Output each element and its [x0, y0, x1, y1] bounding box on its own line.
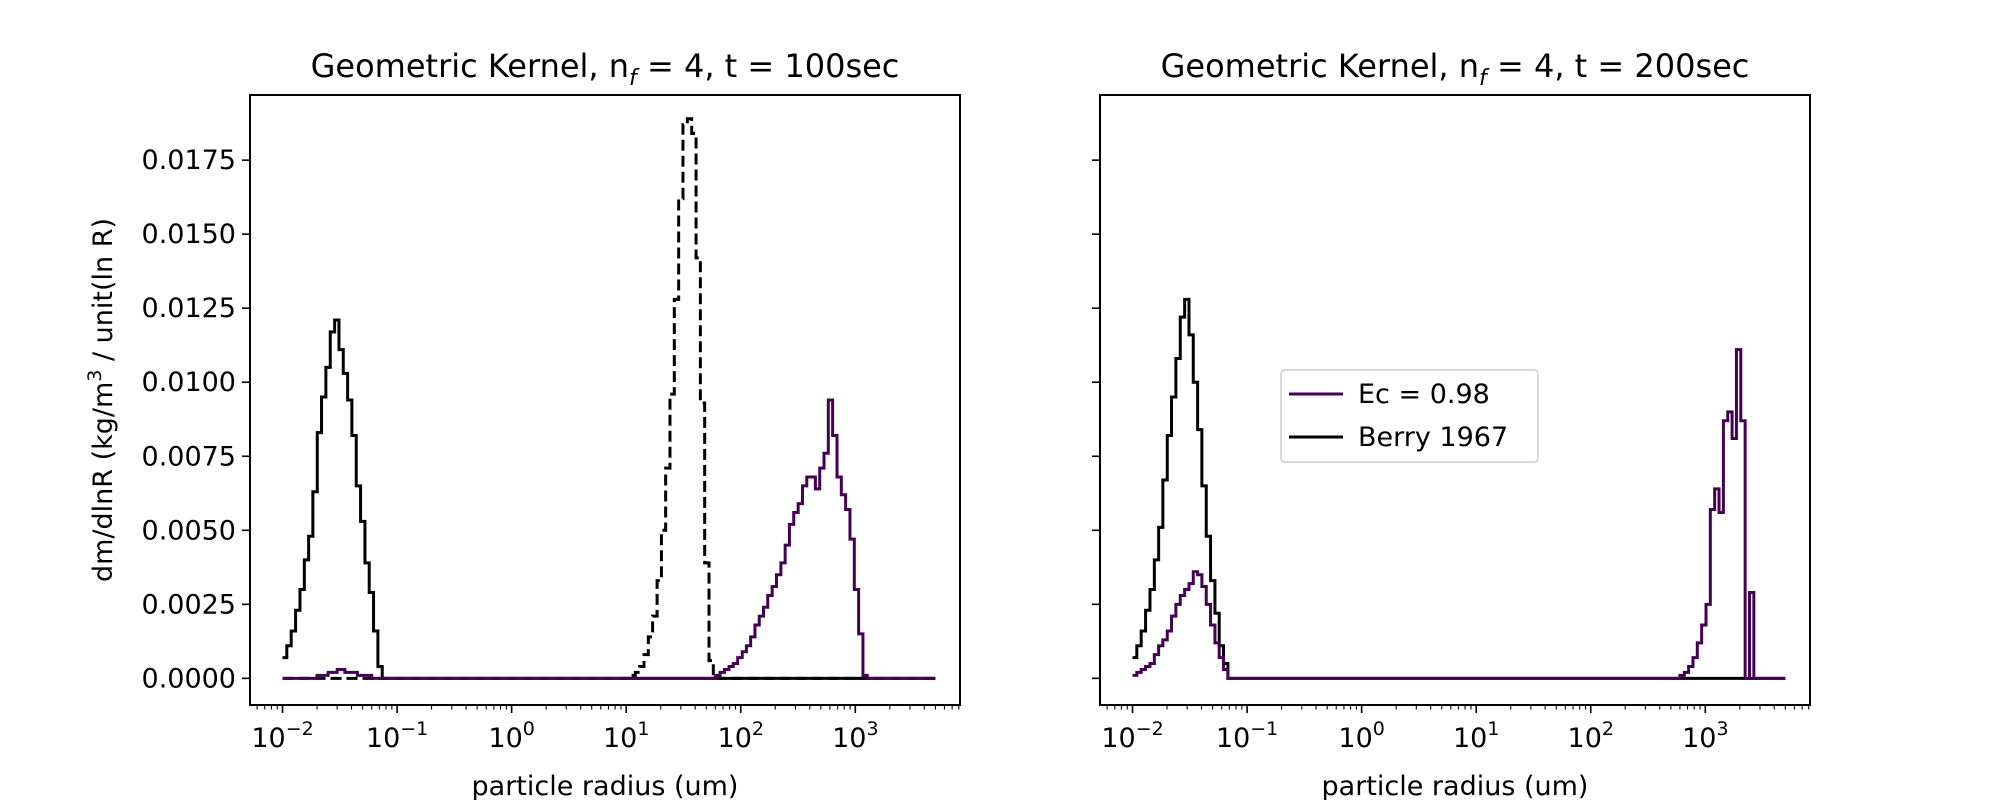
- series-2-line: [282, 398, 936, 680]
- x-tick-label: 100: [488, 718, 534, 754]
- y-axis-label: dm/dlnR (kg/m3 / unit(ln R): [84, 218, 119, 582]
- x-axis-label: particle radius (um): [472, 771, 739, 800]
- y-tick-label: 0.0075: [142, 441, 236, 472]
- chart-title: Geometric Kernel, nf = 4, t = 100sec: [311, 47, 900, 91]
- y-tick-label: 0.0100: [142, 367, 236, 398]
- legend-label: Berry 1967: [1358, 422, 1508, 453]
- y-tick-label: 0.0025: [142, 589, 236, 620]
- legend-label: Ec = 0.98: [1358, 379, 1490, 410]
- x-tick-label: 101: [1453, 718, 1499, 754]
- x-tick-label: 103: [832, 718, 878, 754]
- x-tick-label: 10−1: [1216, 718, 1278, 754]
- legend-box: [1280, 369, 1539, 463]
- x-tick-label: 101: [603, 718, 649, 754]
- x-tick-label: 103: [1682, 718, 1728, 754]
- axes-frame: [249, 94, 961, 706]
- x-axis-label: particle radius (um): [1322, 771, 1589, 800]
- series-1-line: [1132, 348, 1786, 680]
- x-tick-label: 102: [1568, 718, 1614, 754]
- left-chart-panel: 0.0000 0.0025 0.0050 0.0075 0.0100 0.0125 0.01…: [84, 47, 961, 800]
- y-tick-label: 0.0000: [142, 663, 236, 694]
- axes-frame: [1099, 94, 1811, 706]
- legend: Ec = 0.98 Berry 1967: [1280, 369, 1539, 463]
- x-tick-label: 10−2: [251, 718, 313, 754]
- chart-title: Geometric Kernel, nf = 4, t = 200sec: [1161, 47, 1750, 91]
- series-0-line: [282, 318, 936, 680]
- y-tick-label: 0.0125: [142, 293, 236, 324]
- x-tick-label: 102: [718, 718, 764, 754]
- y-tick-label: 0.0150: [142, 219, 236, 250]
- x-tick-label: 10−1: [366, 718, 428, 754]
- series-1-line: [282, 117, 936, 680]
- right-chart-panel: 10−2 10−1 100 101 102 103 Geometric Kernel, nf…: [1092, 47, 1811, 800]
- y-tick-label: 0.0050: [142, 515, 236, 546]
- y-tick-label: 0.0175: [142, 145, 236, 176]
- x-tick-label: 10−2: [1101, 718, 1163, 754]
- x-tick-label: 100: [1338, 718, 1384, 754]
